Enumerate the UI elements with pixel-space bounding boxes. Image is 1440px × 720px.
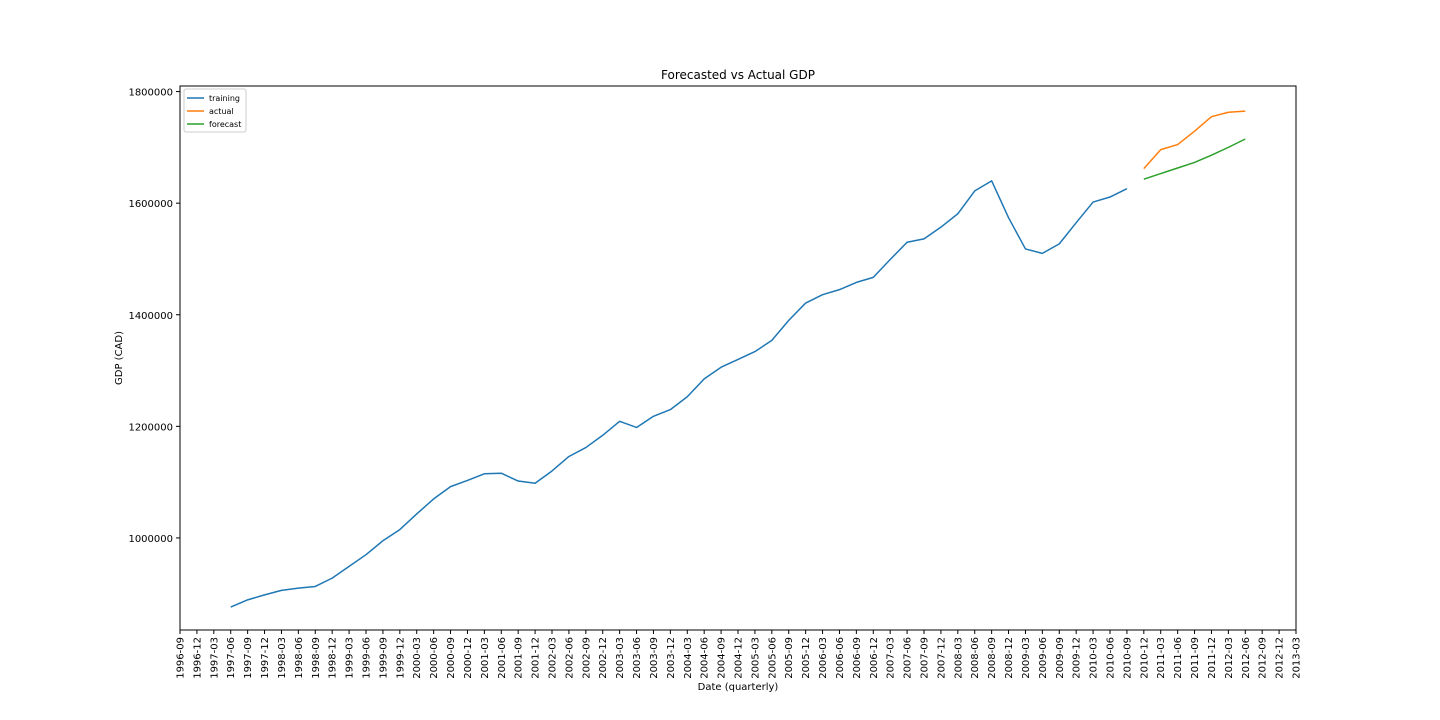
x-tick-label: 2007-12 — [936, 637, 947, 679]
x-tick-label: 2011-12 — [1207, 637, 1218, 679]
x-tick-label: 1996-09 — [176, 637, 187, 679]
x-tick-label: 1998-06 — [294, 637, 305, 679]
x-tick-label: 2009-03 — [1021, 637, 1032, 679]
x-tick-label: 2001-03 — [480, 637, 491, 679]
x-tick-label: 1997-06 — [226, 637, 237, 679]
x-tick-label: 2007-09 — [920, 637, 931, 679]
legend-label-forecast: forecast — [209, 120, 241, 129]
x-tick-label: 2008-12 — [1004, 637, 1015, 679]
x-tick-label: 1999-12 — [395, 637, 406, 679]
x-tick-label: 1999-09 — [378, 637, 389, 679]
x-tick-label: 2005-06 — [767, 637, 778, 679]
x-tick-label: 1998-12 — [328, 637, 339, 679]
y-tick-label: 1000000 — [128, 534, 173, 545]
x-tick-label: 2000-03 — [412, 637, 423, 679]
x-tick-label: 2010-06 — [1106, 637, 1117, 679]
x-tick-label: 2006-12 — [869, 637, 880, 679]
x-tick-label: 2003-12 — [666, 637, 677, 679]
x-tick-label: 1997-03 — [209, 637, 220, 679]
y-axis-label: GDP (CAD) — [114, 331, 125, 385]
x-tick-label: 2007-03 — [886, 637, 897, 679]
x-tick-label: 1999-03 — [345, 637, 356, 679]
plot-frame — [179, 85, 1297, 631]
x-tick-label: 2009-09 — [1055, 637, 1066, 679]
y-tick-label: 1200000 — [128, 422, 173, 433]
x-tick-label: 2010-12 — [1139, 637, 1150, 679]
x-tick-label: 2010-03 — [1089, 637, 1100, 679]
x-tick-label: 2013-03 — [1292, 637, 1303, 679]
legend-box — [183, 88, 247, 133]
y-axis: 1000000 1200000 1400000 1600000 1800000 — [128, 88, 180, 545]
x-tick-label: 2008-03 — [953, 637, 964, 679]
x-tick-label: 2011-06 — [1173, 637, 1184, 679]
y-tick-label: 1600000 — [128, 199, 173, 210]
x-tick-label: 1998-09 — [311, 637, 322, 679]
series-line-forecast — [1143, 138, 1246, 180]
series-line-training — [230, 180, 1128, 608]
y-tick-label: 1800000 — [128, 88, 173, 99]
x-tick-label: 2001-09 — [514, 637, 525, 679]
x-tick-label: 2000-06 — [429, 637, 440, 679]
x-tick-label: 2011-03 — [1156, 637, 1167, 679]
legend: training actual forecast — [183, 88, 247, 133]
x-tick-label: 2002-09 — [581, 637, 592, 679]
x-tick-label: 2006-06 — [835, 637, 846, 679]
x-tick-label: 2009-06 — [1038, 637, 1049, 679]
x-tick-label: 2005-12 — [801, 637, 812, 679]
x-tick-label: 2008-06 — [970, 637, 981, 679]
plot-lines — [230, 110, 1246, 608]
y-tick-label: 1400000 — [128, 311, 173, 322]
x-tick-label: 2006-03 — [818, 637, 829, 679]
x-tick-label: 2002-06 — [564, 637, 575, 679]
chart-title: Forecasted vs Actual GDP — [661, 68, 815, 82]
x-tick-label: 2001-12 — [531, 637, 542, 679]
x-tick-label: 2004-09 — [717, 637, 728, 679]
x-tick-label: 2002-03 — [548, 637, 559, 679]
x-tick-label: 2002-12 — [598, 637, 609, 679]
x-tick-label: 2003-06 — [632, 637, 643, 679]
x-tick-label: 2008-09 — [987, 637, 998, 679]
x-tick-label: 2004-06 — [700, 637, 711, 679]
x-tick-label: 2010-09 — [1122, 637, 1133, 679]
x-tick-label: 2006-09 — [852, 637, 863, 679]
x-tick-label: 1996-12 — [192, 637, 203, 679]
x-tick-label: 2001-06 — [497, 637, 508, 679]
series-line-actual — [1143, 110, 1246, 170]
x-axis-label: Date (quarterly) — [698, 682, 779, 693]
x-tick-label: 2005-09 — [784, 637, 795, 679]
legend-label-training: training — [209, 94, 240, 103]
x-tick-label: 2012-03 — [1224, 637, 1235, 679]
x-tick-label: 2003-09 — [649, 637, 660, 679]
x-tick-label: 2009-12 — [1072, 637, 1083, 679]
x-tick-label: 1997-09 — [243, 637, 254, 679]
x-tick-label: 2011-09 — [1190, 637, 1201, 679]
x-axis: 1996-09 1996-12 1997-03 1997-06 1997-09 1997-… — [176, 630, 1303, 679]
x-tick-label: 1999-06 — [362, 637, 373, 679]
x-tick-label: 2012-06 — [1241, 637, 1252, 679]
x-tick-label: 2000-12 — [463, 637, 474, 679]
x-tick-label: 2004-03 — [683, 637, 694, 679]
x-tick-label: 2000-09 — [446, 637, 457, 679]
x-tick-label: 2012-09 — [1258, 637, 1269, 679]
x-tick-label: 2005-03 — [750, 637, 761, 679]
x-tick-label: 2004-12 — [734, 637, 745, 679]
x-tick-label: 1997-12 — [260, 637, 271, 679]
x-tick-label: 1998-03 — [277, 637, 288, 679]
x-tick-label: 2012-12 — [1275, 637, 1286, 679]
x-tick-label: 2007-06 — [903, 637, 914, 679]
x-tick-label: 2003-03 — [615, 637, 626, 679]
legend-label-actual: actual — [209, 107, 234, 116]
